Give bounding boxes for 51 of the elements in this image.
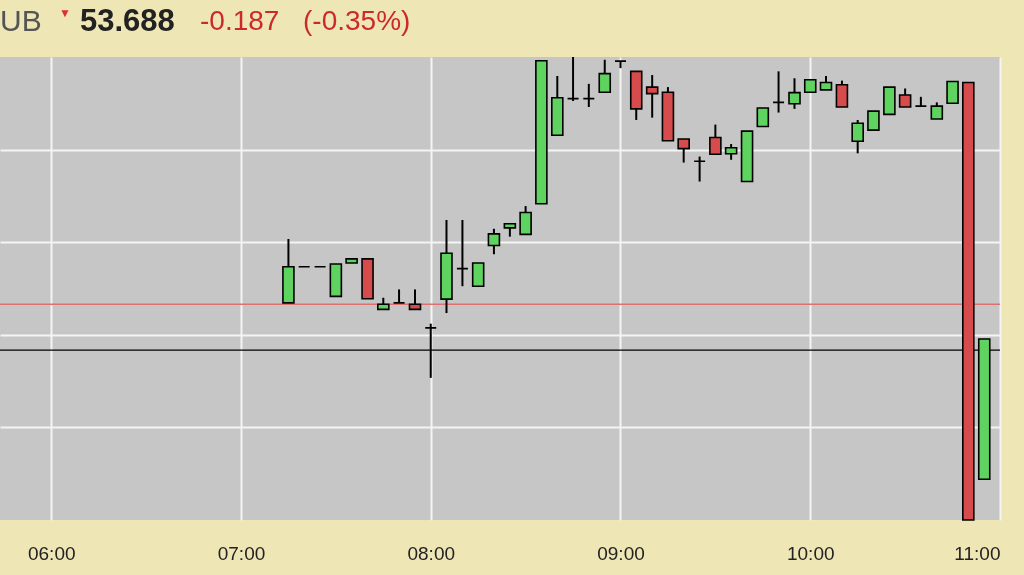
text: ▼ <box>59 6 71 20</box>
candlestick <box>519 205 532 236</box>
candlestick <box>930 101 944 120</box>
candlestick <box>456 218 469 288</box>
candlestick <box>914 95 928 108</box>
candlestick <box>756 107 770 128</box>
candlestick <box>788 77 801 110</box>
candlestick <box>819 74 833 91</box>
candlestick <box>898 87 912 108</box>
candlestick <box>851 118 864 155</box>
candlestick <box>598 58 612 93</box>
candlestick <box>883 86 896 116</box>
candlestick <box>487 227 501 256</box>
candlestick <box>661 86 675 142</box>
candlestick <box>803 78 817 93</box>
x-tick-label: 09:00 <box>597 542 645 564</box>
candlestick <box>535 59 548 205</box>
x-tick-label: 10:00 <box>786 542 835 564</box>
candlestick <box>408 288 422 311</box>
text: 53.688 <box>80 3 175 38</box>
candlestick <box>377 296 390 311</box>
candlestick <box>946 80 959 105</box>
candlestick <box>677 138 690 164</box>
candlestick <box>392 288 406 304</box>
candlestick <box>313 265 327 268</box>
x-tick-label: 06:00 <box>27 542 76 564</box>
text: (-0.35%) <box>303 5 411 36</box>
candlestick <box>471 262 485 287</box>
candlestick <box>440 218 453 315</box>
text: -0.187 <box>200 5 280 36</box>
candlestick <box>329 263 343 298</box>
candlestick <box>835 79 849 108</box>
x-tick-label: 07:00 <box>217 542 266 564</box>
candlestick <box>361 258 374 300</box>
candlestick <box>867 110 880 131</box>
candlestick <box>503 222 517 238</box>
chart-title: UB <box>0 4 42 37</box>
candlestick <box>629 70 643 121</box>
candlestick <box>724 143 738 161</box>
candlestick <box>282 237 295 304</box>
candlestick <box>740 130 754 183</box>
candlestick <box>582 82 596 108</box>
candlestick <box>709 123 722 156</box>
candlestick <box>345 258 358 264</box>
candlestick <box>645 74 659 119</box>
x-tick-label: 11:00 <box>954 542 1001 564</box>
x-tick-label: 08:00 <box>407 542 456 564</box>
candlestick <box>297 265 311 268</box>
candlestick <box>772 70 785 114</box>
candlestick <box>551 74 564 137</box>
candlestick <box>614 60 627 70</box>
